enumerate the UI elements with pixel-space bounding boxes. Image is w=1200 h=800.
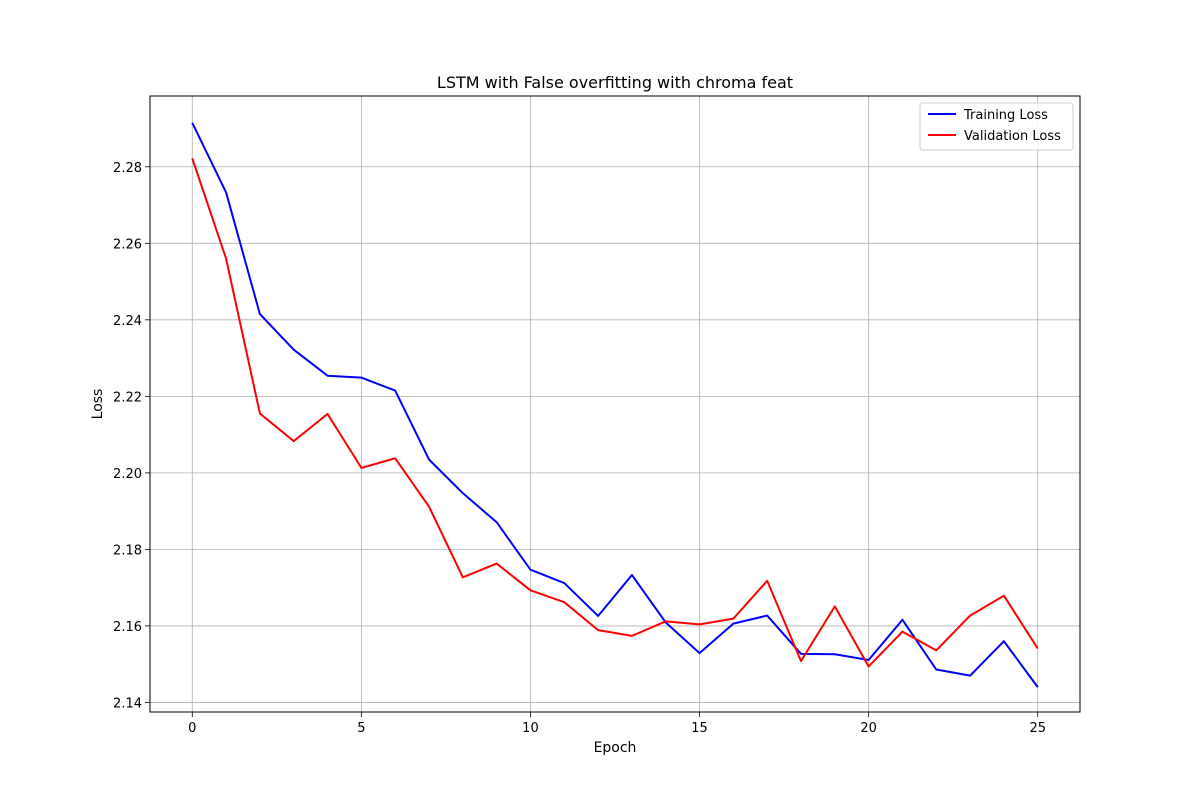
chart-title: LSTM with False overfitting with chroma … bbox=[437, 73, 793, 92]
grid-lines bbox=[150, 96, 1080, 712]
y-tick-label: 2.14 bbox=[113, 696, 142, 711]
x-axis-title: Epoch bbox=[594, 740, 637, 756]
series-line-validation-loss bbox=[191, 158, 1039, 668]
x-tick-label: 0 bbox=[188, 721, 196, 736]
x-tick-label: 5 bbox=[357, 721, 365, 736]
legend: Training Loss Validation Loss bbox=[919, 102, 1074, 151]
y-tick-label: 2.16 bbox=[113, 620, 142, 635]
y-tick-label: 2.20 bbox=[113, 467, 142, 482]
y-tick-label: 2.18 bbox=[113, 543, 142, 558]
legend-label-validation-loss: Validation Loss bbox=[964, 129, 1061, 144]
y-axis-title: Loss bbox=[90, 389, 106, 420]
series-lines bbox=[191, 122, 1039, 688]
legend-box bbox=[919, 102, 1074, 151]
axis-ticks: 0 5 10 15 20 25 2.14 2.16 2.18 2.20 2.22 2.24 2.26 2.… bbox=[113, 161, 1046, 736]
x-tick-label: 25 bbox=[1029, 721, 1046, 736]
x-tick-label: 10 bbox=[522, 721, 539, 736]
x-tick-label: 20 bbox=[860, 721, 877, 736]
y-tick-label: 2.22 bbox=[113, 390, 142, 405]
series-line-training-loss bbox=[191, 122, 1039, 688]
legend-label-training-loss: Training Loss bbox=[963, 108, 1048, 123]
x-tick-label: 15 bbox=[691, 721, 708, 736]
y-tick-label: 2.28 bbox=[113, 161, 142, 176]
y-tick-label: 2.26 bbox=[113, 237, 142, 252]
y-tick-label: 2.24 bbox=[113, 314, 142, 329]
plot-frame bbox=[149, 95, 1081, 713]
